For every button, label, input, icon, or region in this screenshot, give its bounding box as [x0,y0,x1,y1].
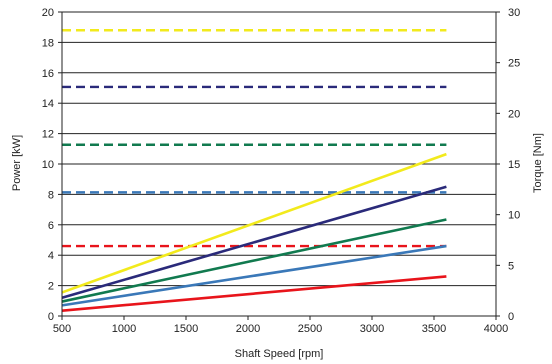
y-tick-label-5: 10 [42,159,54,171]
x-tick-label-0: 500 [53,323,71,335]
y-tick-label-3: 6 [48,220,54,232]
x-tick-label-1: 1000 [112,323,136,335]
power-line-4 [61,152,447,294]
y-tick-label-8: 16 [42,68,54,80]
x-axis-title: Shaft Speed [rpm] [235,348,324,360]
y-tick-label-6: 12 [42,129,54,141]
y-axis-title: Power [kW] [11,135,23,191]
y-tick-label-9: 18 [42,37,54,49]
x-tick-label-3: 2000 [236,323,260,335]
y2-tick-label-1: 5 [508,260,514,272]
x-tick-label-2: 1500 [174,323,198,335]
y2-axis-title: Torque [Nm] [532,133,544,193]
y-tick-label-0: 0 [48,311,54,323]
y-tick-label-1: 2 [48,281,54,293]
y2-tick-label-3: 15 [508,159,520,171]
x-tick-label-6: 3500 [422,323,446,335]
grid-lines [62,41,496,287]
power-line-3 [61,185,447,300]
y2-tick-label-0: 0 [508,311,514,323]
power-line-1 [61,244,447,307]
y-tick-label-7: 14 [42,98,54,110]
y-tick-label-10: 20 [42,7,54,19]
series-lines [61,29,447,312]
x-tick-label-7: 4000 [484,323,508,335]
power-line-2 [61,218,447,303]
power-line-0 [61,275,447,312]
y2-tick-label-4: 20 [508,108,520,120]
y-tick-label-4: 8 [48,189,54,201]
tick-labels: 500 1000 1500 2000 2500 3000 3500 4000024681012… [42,7,521,335]
y2-tick-label-2: 10 [508,210,520,222]
y2-tick-label-5: 25 [508,58,520,70]
y2-tick-label-6: 30 [508,7,520,19]
x-tick-label-5: 3000 [360,323,384,335]
x-tick-label-4: 2500 [298,323,322,335]
y-tick-label-2: 4 [48,250,54,262]
